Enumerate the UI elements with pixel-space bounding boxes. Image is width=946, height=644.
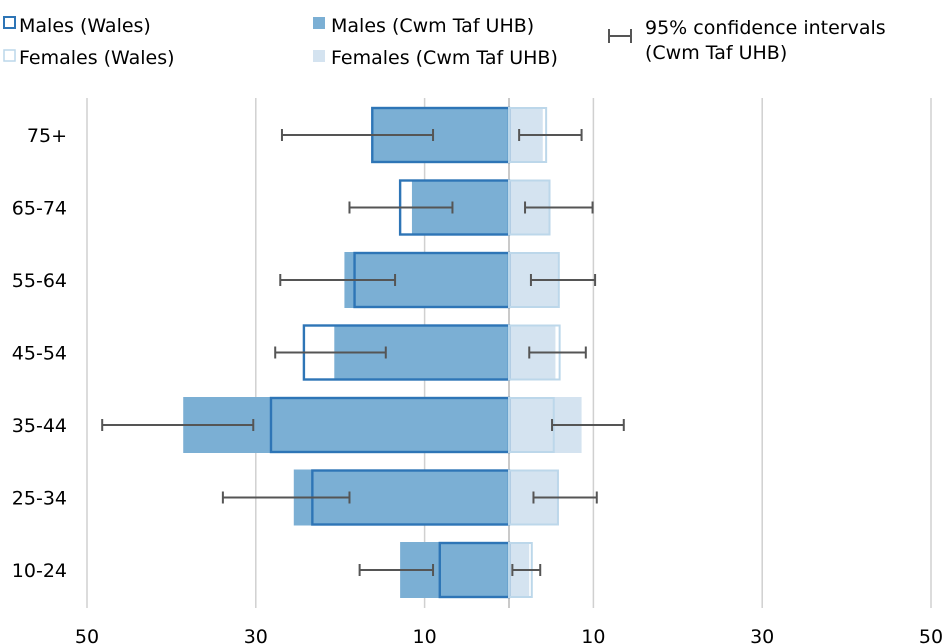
- category-label: 65-74: [12, 198, 67, 220]
- error-bars: [101, 129, 625, 576]
- error-bar: [279, 274, 397, 286]
- legend-label-females-cwm: Females (Cwm Taf UHB): [331, 47, 558, 69]
- legend-swatch-ci: [608, 29, 632, 43]
- legend: Males (Wales) Females (Wales) Males (Cwm…: [3, 15, 886, 69]
- legend-swatch-females-wales: [3, 49, 16, 62]
- x-axis-labels: 50 30 10 10 30 50: [75, 626, 943, 644]
- error-bar: [529, 274, 597, 286]
- category-label: 55-64: [12, 270, 67, 292]
- error-bar: [280, 129, 435, 141]
- error-bar: [348, 201, 454, 214]
- category-label: 75+: [27, 125, 67, 147]
- legend-label-ci-line2: (Cwm Taf UHB): [645, 42, 787, 64]
- error-bar: [524, 201, 594, 214]
- x-tick-label: 30: [244, 626, 268, 644]
- category-label: 45-54: [12, 343, 67, 365]
- category-label: 10-24: [12, 560, 67, 582]
- x-tick-label: 30: [750, 626, 774, 644]
- category-label: 35-44: [12, 415, 67, 437]
- error-bar: [528, 346, 587, 359]
- error-bar: [532, 491, 598, 504]
- legend-label-males-wales: Males (Wales): [19, 15, 151, 37]
- x-tick-label: 10: [413, 626, 437, 644]
- legend-label-females-wales: Females (Wales): [19, 47, 175, 69]
- error-bar: [221, 491, 351, 504]
- legend-label-ci-line1: 95% confidence intervals: [645, 17, 886, 39]
- category-label: 25-34: [12, 488, 67, 510]
- legend-swatch-females-cwm: [313, 50, 325, 62]
- error-bar: [551, 419, 625, 431]
- error-bar: [511, 564, 542, 576]
- legend-swatch-males-cwm: [313, 17, 325, 29]
- legend-swatch-males-wales: [3, 16, 16, 29]
- error-bar: [274, 346, 387, 359]
- x-tick-label: 10: [581, 626, 605, 644]
- category-labels: 75+ 65-74 55-64 45-54 35-44 25-34 10-24: [12, 125, 67, 582]
- error-bar: [518, 129, 583, 141]
- error-bar: [358, 564, 435, 576]
- x-tick-label: 50: [919, 626, 943, 644]
- error-bar: [101, 419, 255, 431]
- legend-label-males-cwm: Males (Cwm Taf UHB): [331, 15, 534, 37]
- x-tick-label: 50: [75, 626, 99, 644]
